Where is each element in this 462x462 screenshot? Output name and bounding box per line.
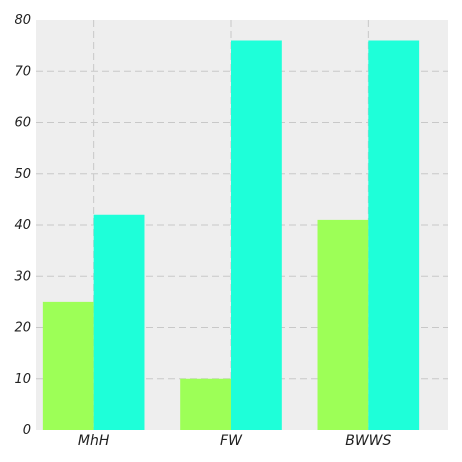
bar-bwws-series-1 [317, 219, 369, 430]
x-tick-label: BWWS [345, 433, 391, 449]
y-tick-label: 20 [14, 321, 31, 336]
bar-fw-series-2 [231, 40, 282, 430]
y-axis-tick-labels: 0 10 20 30 40 50 60 70 80 [14, 13, 31, 438]
y-tick-label: 40 [14, 218, 31, 233]
y-tick-label: 10 [14, 372, 31, 387]
y-tick-label: 60 [14, 116, 31, 131]
y-tick-label: 70 [14, 64, 31, 79]
bar-mhh-series-2 [93, 214, 145, 430]
y-tick-label: 0 [23, 423, 31, 438]
x-tick-label: FW [220, 433, 243, 449]
x-axis-tick-labels: MhH FW BWWS [78, 433, 392, 449]
y-tick-label: 80 [14, 13, 31, 28]
bars [42, 40, 420, 430]
bar-mhh-series-1 [42, 301, 94, 430]
bar-fw-series-1 [180, 378, 231, 430]
y-tick-label: 30 [14, 269, 31, 284]
bar-bwws-series-2 [368, 40, 420, 430]
x-tick-label: MhH [78, 433, 110, 449]
y-tick-label: 50 [14, 167, 31, 182]
